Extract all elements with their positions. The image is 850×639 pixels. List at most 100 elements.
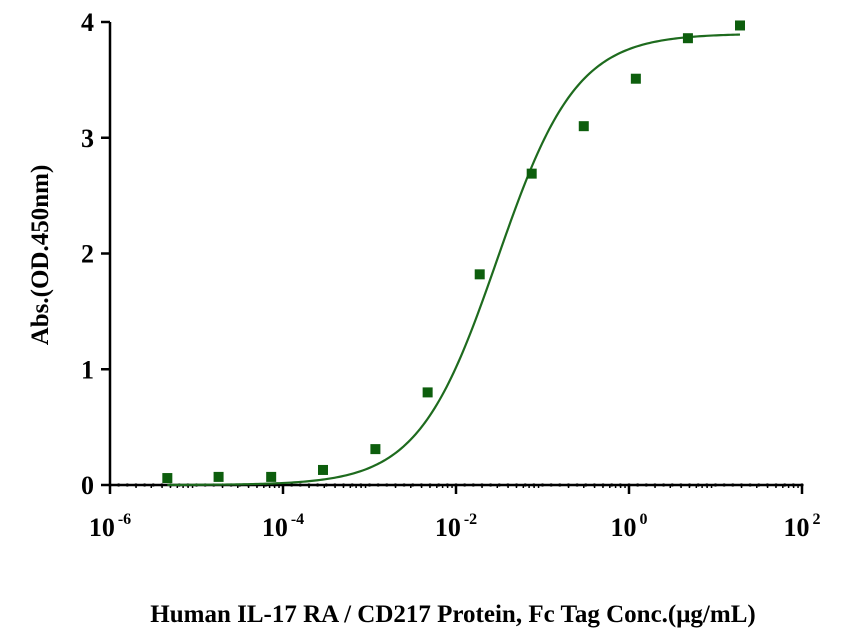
x-tick-base: 10 [784, 513, 810, 542]
x-axis-dot [739, 483, 744, 487]
x-tick-base: 10 [262, 513, 288, 542]
x-axis-dot [662, 483, 666, 487]
data-point-7 [526, 168, 537, 179]
x-axis-dot [350, 483, 354, 487]
x-axis-title: Human IL-17 RA / CD217 Protein, Fc Tag C… [150, 601, 755, 628]
x-axis-dot [757, 483, 761, 487]
x-axis-dot [445, 483, 449, 487]
x-axis-dot [765, 483, 770, 487]
x-axis-dot [324, 483, 328, 487]
x-axis-dot [307, 483, 311, 487]
x-axis-dot [705, 483, 709, 487]
x-axis-dot [333, 483, 337, 487]
y-tick-label-0: 0 [81, 471, 94, 500]
x-axis-dot [696, 483, 700, 487]
data-point-0 [162, 473, 173, 484]
x-tick-base: 10 [611, 513, 637, 542]
x-axis-dot [367, 483, 372, 487]
fit-curve-layer [167, 33, 741, 486]
data-point-5 [422, 387, 433, 398]
x-axis-dot [385, 483, 389, 487]
x-axis-dot [592, 483, 597, 487]
x-tick-label-4: 10 2 [784, 511, 821, 542]
x-axis-dot [540, 483, 545, 487]
x-axis-dot [687, 483, 692, 487]
x-axis-dot [644, 483, 648, 487]
y-tick-label-4: 4 [81, 8, 94, 37]
data-point-3 [317, 464, 328, 475]
x-axis-dot [636, 483, 640, 487]
x-axis-dot [601, 483, 605, 487]
y-axis-title: Abs.(OD.450nm) [27, 165, 54, 346]
data-point-8 [578, 121, 589, 132]
x-axis-dot [575, 483, 579, 487]
x-axis-dot [316, 483, 320, 487]
x-tick-exponent: 0 [640, 511, 648, 528]
x-axis-dot [558, 483, 562, 487]
y-tick-label-3: 3 [81, 124, 94, 153]
data-point-9 [630, 73, 641, 84]
x-axis-dot [514, 483, 519, 487]
x-axis-dot [670, 483, 674, 487]
x-axis-dot [471, 483, 475, 487]
x-axis-dot [506, 483, 510, 487]
x-axis-dot [566, 483, 571, 487]
x-axis-dot [618, 483, 622, 487]
x-axis-dot [419, 483, 423, 487]
x-tick-base: 10 [89, 513, 115, 542]
x-axis-dot [489, 483, 493, 487]
x-axis-dot [584, 483, 588, 487]
x-axis-dot [437, 483, 441, 487]
x-axis-dot [428, 483, 432, 487]
x-tick-label-2: 10 -2 [435, 511, 477, 542]
x-axis-dot [411, 483, 415, 487]
x-axis-dot [359, 483, 363, 487]
x-axis-dot [160, 483, 164, 487]
x-axis-dot [722, 483, 726, 487]
x-axis-dot [151, 483, 155, 487]
x-axis-dot [774, 483, 778, 487]
x-axis-dot [143, 483, 147, 487]
x-axis-dot [523, 483, 527, 487]
x-axis-dot [393, 483, 398, 487]
x-axis-dot [480, 483, 484, 487]
x-tick-label-3: 10 0 [611, 511, 648, 542]
data-point-4 [370, 444, 381, 455]
data-point-1 [213, 471, 224, 482]
y-tick-label-2: 2 [81, 240, 94, 269]
x-axis-dot [376, 483, 380, 487]
x-axis-dot [290, 483, 294, 487]
fit-curve [167, 33, 741, 486]
x-axis-dot [497, 483, 501, 487]
x-axis-dot [117, 483, 121, 487]
x-tick-exponent: 2 [813, 511, 821, 528]
x-axis-dot [402, 483, 406, 487]
x-axis-dot [731, 483, 735, 487]
x-tick-exponent: -4 [291, 511, 304, 528]
x-tick-exponent: -6 [118, 511, 131, 528]
x-axis-dot [679, 483, 683, 487]
x-tick-label-1: 10 -4 [262, 511, 304, 542]
x-axis-dot [653, 483, 657, 487]
data-point-11 [735, 20, 746, 31]
x-axis-dot [134, 483, 138, 487]
data-point-6 [474, 269, 485, 280]
x-axis-dot [791, 483, 795, 487]
x-axis-dot [463, 483, 467, 487]
x-tick-label-0: 10 -6 [89, 511, 131, 542]
x-axis-dot [783, 483, 787, 487]
x-axis-dot [532, 483, 536, 487]
data-point-2 [266, 471, 277, 482]
x-axis-dot [125, 483, 129, 487]
data-points-layer [162, 20, 746, 484]
x-tick-exponent: -2 [464, 511, 477, 528]
y-tick-label-1: 1 [81, 355, 94, 384]
x-tick-base: 10 [435, 513, 461, 542]
x-axis-dot [549, 483, 553, 487]
x-axis-dot [298, 483, 302, 487]
x-axis-dot [341, 483, 346, 487]
x-axis-dot [713, 483, 718, 487]
